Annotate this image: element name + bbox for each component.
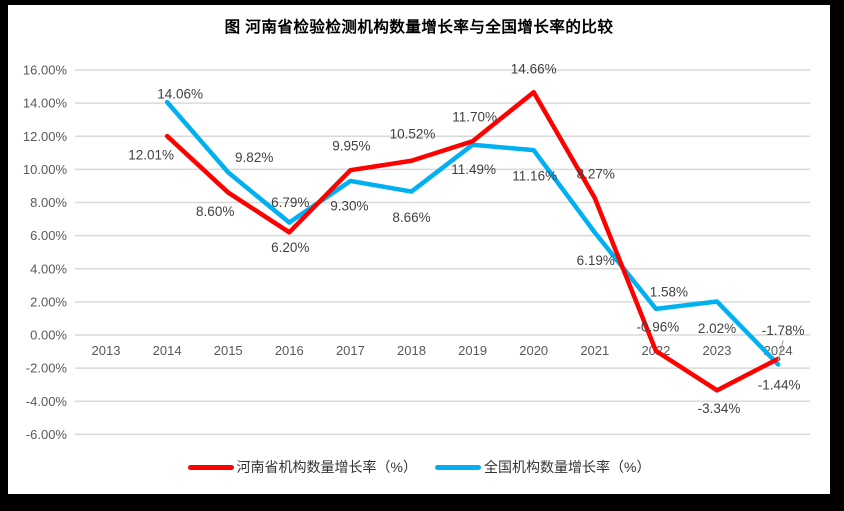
chart-area: 图 河南省检验检测机构数量增长率与全国增长率的比较 16.00% 14.00% 12… [8,5,830,494]
data-label: -1.78% [762,323,805,338]
data-label: 10.52% [390,126,436,141]
data-label: 2.02% [698,321,736,336]
x-axis-tick-label: 2017 [336,343,365,358]
label-leader-line [777,340,784,361]
data-label: 6.19% [577,253,615,268]
x-axis-tick-label: 2015 [214,343,243,358]
y-axis-tick-label: 12.00% [23,129,68,144]
y-axis-tick-label: 4.00% [30,261,67,276]
data-label: 9.30% [330,198,368,213]
y-axis-tick-label: 8.00% [30,195,67,210]
data-label: 11.49% [451,162,496,177]
series-line [164,89,781,393]
legend-item-national: 全国机构数量增长率（%） [435,457,650,477]
legend-item-henan: 河南省机构数量增长率（%） [187,457,417,477]
chart-legend: 河南省机构数量增长率（%） 全国机构数量增长率（%） [8,457,830,477]
data-label: 14.66% [511,62,557,77]
y-axis-tick-label: -2.00% [26,361,68,376]
y-axis-tick-label: 16.00% [23,63,68,78]
x-axis-tick-label: 2019 [458,343,487,358]
x-axis-tick-label: 2014 [153,343,182,358]
data-label: 1.58% [650,284,688,299]
data-label: 8.60% [196,204,234,219]
henan-line-swatch-icon [187,464,234,470]
legend-label-henan: 河南省机构数量增长率（%） [236,459,417,475]
data-label: -3.34% [698,401,741,416]
data-label: 11.70% [452,110,497,125]
line-chart-plot: 16.00% 14.00% 12.00% 10.00% 8.00% 6.00% 4.00% 2… [23,62,810,442]
y-axis-tick-label: 14.00% [23,96,68,111]
legend-label-national: 全国机构数量增长率（%） [484,459,651,475]
data-label: -0.96% [637,319,680,334]
x-axis-tick-label: 2013 [92,343,121,358]
data-label: -1.44% [758,377,801,392]
data-label: 6.79% [271,195,309,210]
data-label: 14.06% [157,87,203,102]
data-label: 8.27% [577,167,615,182]
x-axis-tick-label: 2020 [519,343,548,358]
y-axis-tick-label: 6.00% [30,228,67,243]
x-axis-tick-label: 2016 [275,343,304,358]
y-axis-tick-label: 10.00% [23,162,68,177]
y-axis-tick-label: -6.00% [26,427,68,442]
chart-title: 图 河南省检验检测机构数量增长率与全国增长率的比较 [224,19,614,36]
x-axis-tick-label: 2018 [397,343,426,358]
data-label: 12.01% [128,148,174,163]
data-label: 9.82% [235,150,273,165]
y-axis-tick-label: -4.00% [26,394,68,409]
x-axis-tick-label: 2023 [703,343,732,358]
data-label: 9.95% [332,139,370,154]
data-label: 8.66% [392,210,430,225]
data-label: 11.16% [512,169,557,184]
x-axis-tick-label: 2021 [580,343,609,358]
national-line-swatch-icon [435,464,481,470]
y-axis-tick-label: 0.00% [30,328,67,343]
series-line [164,99,781,367]
data-label: 6.20% [271,240,309,255]
y-axis-tick-label: 2.00% [30,294,67,309]
